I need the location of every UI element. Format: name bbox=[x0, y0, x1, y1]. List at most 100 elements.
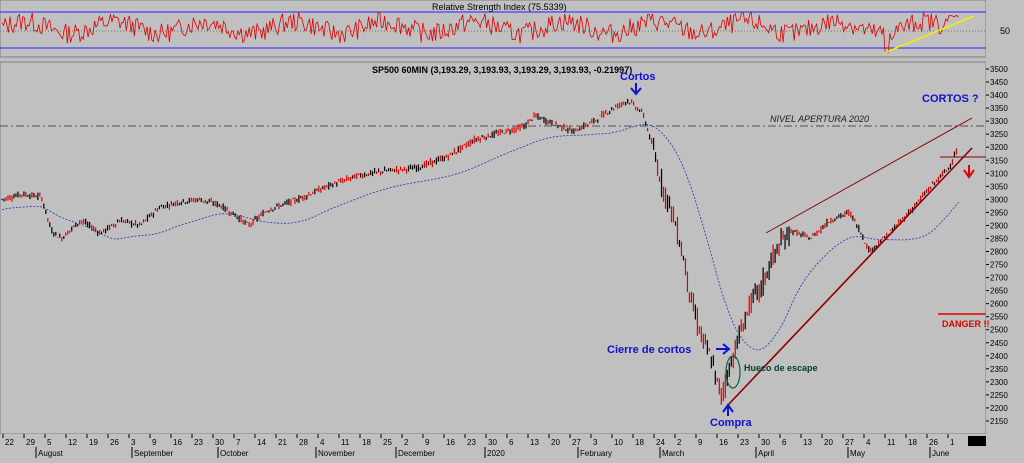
cortos-question-label: CORTOS ? bbox=[922, 93, 979, 105]
y-tick-label: 3050 bbox=[990, 182, 1008, 191]
x-day-label: 19 bbox=[89, 438, 98, 447]
x-day-label: 29 bbox=[26, 438, 35, 447]
down-arrow-icon bbox=[963, 165, 975, 179]
x-day-label: 4 bbox=[866, 438, 871, 447]
x-day-label: 16 bbox=[719, 438, 728, 447]
x-day-label: 27 bbox=[845, 438, 854, 447]
x-month-label: November bbox=[318, 449, 355, 458]
compra-arrow bbox=[722, 403, 734, 416]
x-day-label: 18 bbox=[362, 438, 371, 447]
y-tick-label: 2600 bbox=[990, 300, 1008, 309]
x-month-label: February bbox=[580, 449, 612, 458]
y-tick-label: 3350 bbox=[990, 104, 1008, 113]
y-tick-label: 3100 bbox=[990, 169, 1008, 178]
x-day-label: 26 bbox=[110, 438, 119, 447]
y-tick-label: 3300 bbox=[990, 117, 1008, 126]
x-day-label: 11 bbox=[341, 438, 350, 447]
y-tick-label: 2400 bbox=[990, 352, 1008, 361]
x-day-label: 30 bbox=[761, 438, 770, 447]
y-tick-label: 2200 bbox=[990, 404, 1008, 413]
x-day-label: 2 bbox=[404, 438, 409, 447]
y-tick-label: 2550 bbox=[990, 313, 1008, 322]
x-month-label: September bbox=[134, 449, 173, 458]
x-day-label: 14 bbox=[257, 438, 266, 447]
y-tick-label: 2700 bbox=[990, 274, 1008, 283]
lower-trendline bbox=[727, 147, 973, 406]
x-day-label: 9 bbox=[152, 438, 157, 447]
rsi-trendline bbox=[883, 15, 975, 54]
x-day-label: 9 bbox=[698, 438, 703, 447]
rsi-level-label: 50 bbox=[1000, 26, 1010, 36]
x-day-label: 10 bbox=[614, 438, 623, 447]
x-day-label: 4 bbox=[320, 438, 325, 447]
y-tick-label: 3500 bbox=[990, 65, 1008, 74]
x-month-label: May bbox=[850, 449, 865, 458]
x-day-label: 13 bbox=[530, 438, 539, 447]
y-tick-label: 2850 bbox=[990, 234, 1008, 243]
x-day-label: 23 bbox=[467, 438, 476, 447]
hueco-ellipse bbox=[725, 355, 741, 389]
x-day-label: 6 bbox=[509, 438, 514, 447]
x-day-label: 23 bbox=[194, 438, 203, 447]
x-day-label: 27 bbox=[572, 438, 581, 447]
right-axis-bg bbox=[986, 0, 1024, 458]
x-month-label: April bbox=[758, 449, 774, 458]
price-title: SP500 60MIN (3,193.29, 3,193.93, 3,193.2… bbox=[372, 65, 632, 75]
x-day-label: 3 bbox=[131, 438, 136, 447]
x-day-label: 20 bbox=[824, 438, 833, 447]
danger-label: DANGER !! bbox=[942, 319, 990, 329]
y-tick-label: 3200 bbox=[990, 143, 1008, 152]
axis-end-block bbox=[968, 436, 986, 446]
y-tick-label: 3150 bbox=[990, 156, 1008, 165]
x-day-label: 3 bbox=[593, 438, 598, 447]
y-tick-label: 2350 bbox=[990, 365, 1008, 374]
x-axis-days: 22 29 5 12 19 26 3 9 16 23 30 7 14 21 28 4 11 18 25 2 9 16 23 3… bbox=[2, 434, 955, 447]
x-day-label: 18 bbox=[908, 438, 917, 447]
price-y-axis: 2150 2200 2250 2300 2350 2400 2450 2500 2550 2600… bbox=[986, 65, 1008, 426]
y-tick-label: 3450 bbox=[990, 78, 1008, 87]
y-tick-label: 2250 bbox=[990, 391, 1008, 400]
x-day-label: 16 bbox=[173, 438, 182, 447]
x-day-label: 9 bbox=[425, 438, 430, 447]
y-tick-label: 2950 bbox=[990, 208, 1008, 217]
rsi-line bbox=[1, 10, 959, 53]
cortos-arrow bbox=[630, 83, 642, 96]
x-day-label: 28 bbox=[299, 438, 308, 447]
cierre-arrow bbox=[716, 343, 731, 355]
cortos-label: Cortos bbox=[620, 71, 655, 83]
x-month-label: August bbox=[38, 449, 64, 458]
x-day-label: 6 bbox=[782, 438, 787, 447]
upper-trendline bbox=[765, 117, 973, 234]
y-tick-label: 2650 bbox=[990, 287, 1008, 296]
y-tick-label: 2450 bbox=[990, 339, 1008, 348]
y-tick-label: 2900 bbox=[990, 221, 1008, 230]
x-day-label: 21 bbox=[278, 438, 287, 447]
x-day-label: 30 bbox=[215, 438, 224, 447]
y-tick-label: 2500 bbox=[990, 326, 1008, 335]
x-day-label: 25 bbox=[383, 438, 392, 447]
x-day-label: 20 bbox=[551, 438, 560, 447]
x-day-label: 1 bbox=[950, 438, 955, 447]
compra-label: Compra bbox=[710, 417, 752, 429]
y-tick-label: 2800 bbox=[990, 248, 1008, 257]
y-tick-label: 3250 bbox=[990, 130, 1008, 139]
x-day-label: 2 bbox=[677, 438, 682, 447]
cierre-label: Cierre de cortos bbox=[607, 344, 691, 356]
x-day-label: 16 bbox=[446, 438, 455, 447]
y-tick-label: 2300 bbox=[990, 378, 1008, 387]
x-month-label: October bbox=[220, 449, 249, 458]
moving-average-line bbox=[1, 123, 959, 351]
x-month-label: December bbox=[398, 449, 435, 458]
hueco-label: Hueco de escape bbox=[744, 363, 818, 373]
y-tick-label: 3000 bbox=[990, 195, 1008, 204]
x-day-label: 11 bbox=[887, 438, 896, 447]
x-day-label: 24 bbox=[656, 438, 665, 447]
x-day-label: 12 bbox=[68, 438, 77, 447]
y-tick-label: 2750 bbox=[990, 261, 1008, 270]
x-day-label: 13 bbox=[803, 438, 812, 447]
x-month-label: June bbox=[932, 449, 950, 458]
x-month-label: March bbox=[662, 449, 684, 458]
x-day-label: 18 bbox=[635, 438, 644, 447]
x-day-label: 22 bbox=[5, 438, 14, 447]
